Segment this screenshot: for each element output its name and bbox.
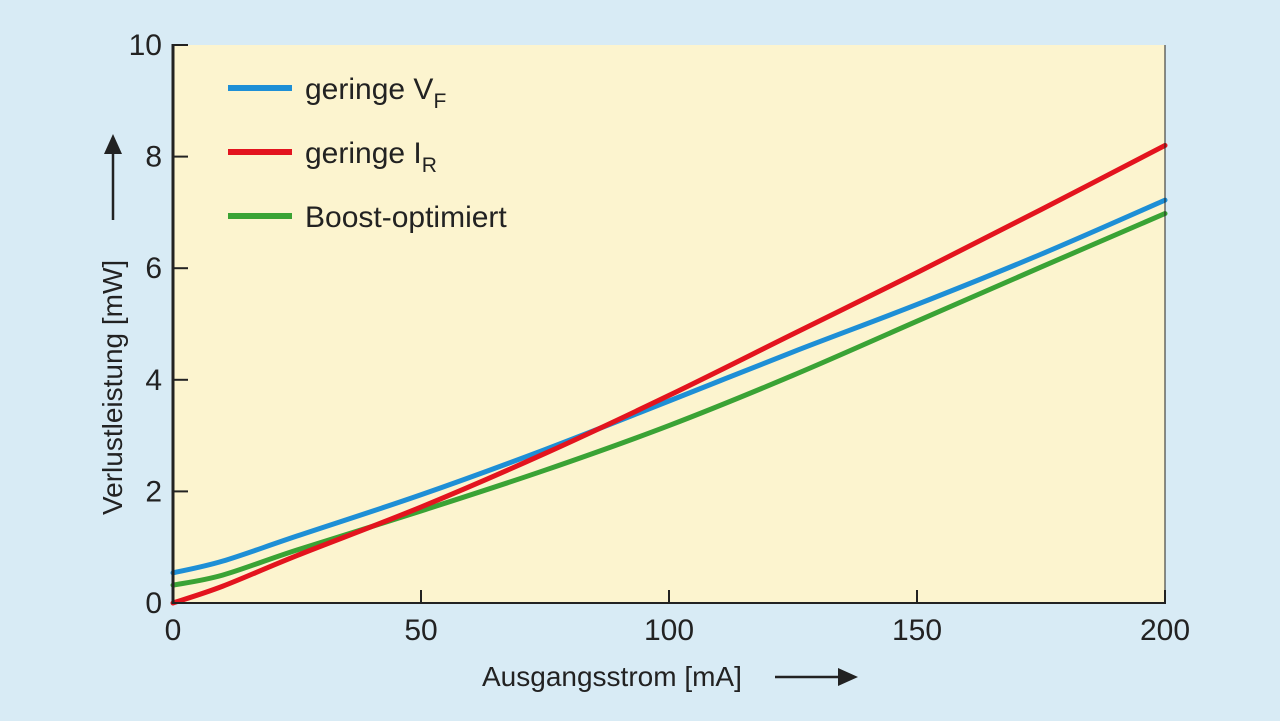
y-axis-arrow-icon bbox=[104, 134, 122, 220]
legend-label: geringe VF bbox=[305, 73, 446, 113]
legend-item: Boost-optimiert bbox=[228, 201, 507, 234]
x-tick-label: 100 bbox=[644, 614, 694, 647]
y-tick-label: 0 bbox=[145, 587, 162, 620]
y-tick-label: 4 bbox=[145, 364, 162, 397]
series-line-0 bbox=[170, 197, 1168, 576]
x-axis-label: Ausgangsstrom [mA] bbox=[482, 661, 742, 692]
x-tick-label: 200 bbox=[1140, 614, 1190, 647]
legend-item: geringe IR bbox=[228, 137, 437, 177]
legend-item: geringe VF bbox=[228, 73, 446, 113]
x-tick-label: 150 bbox=[892, 614, 942, 647]
legend-label: geringe IR bbox=[305, 137, 437, 177]
series-line-2 bbox=[170, 211, 1168, 588]
x-axis-arrow-icon bbox=[775, 668, 858, 686]
y-tick-label: 6 bbox=[145, 252, 162, 285]
plot-area bbox=[173, 45, 1165, 603]
y-tick-label: 8 bbox=[145, 141, 162, 174]
x-tick-label: 0 bbox=[165, 614, 182, 647]
y-tick-label: 10 bbox=[129, 29, 162, 62]
series-line-1 bbox=[170, 142, 1168, 606]
y-tick-label: 2 bbox=[145, 475, 162, 508]
y-axis-label: Verlustleistung [mW] bbox=[97, 260, 128, 515]
legend-label: Boost-optimiert bbox=[305, 201, 507, 234]
x-tick-label: 50 bbox=[404, 614, 437, 647]
